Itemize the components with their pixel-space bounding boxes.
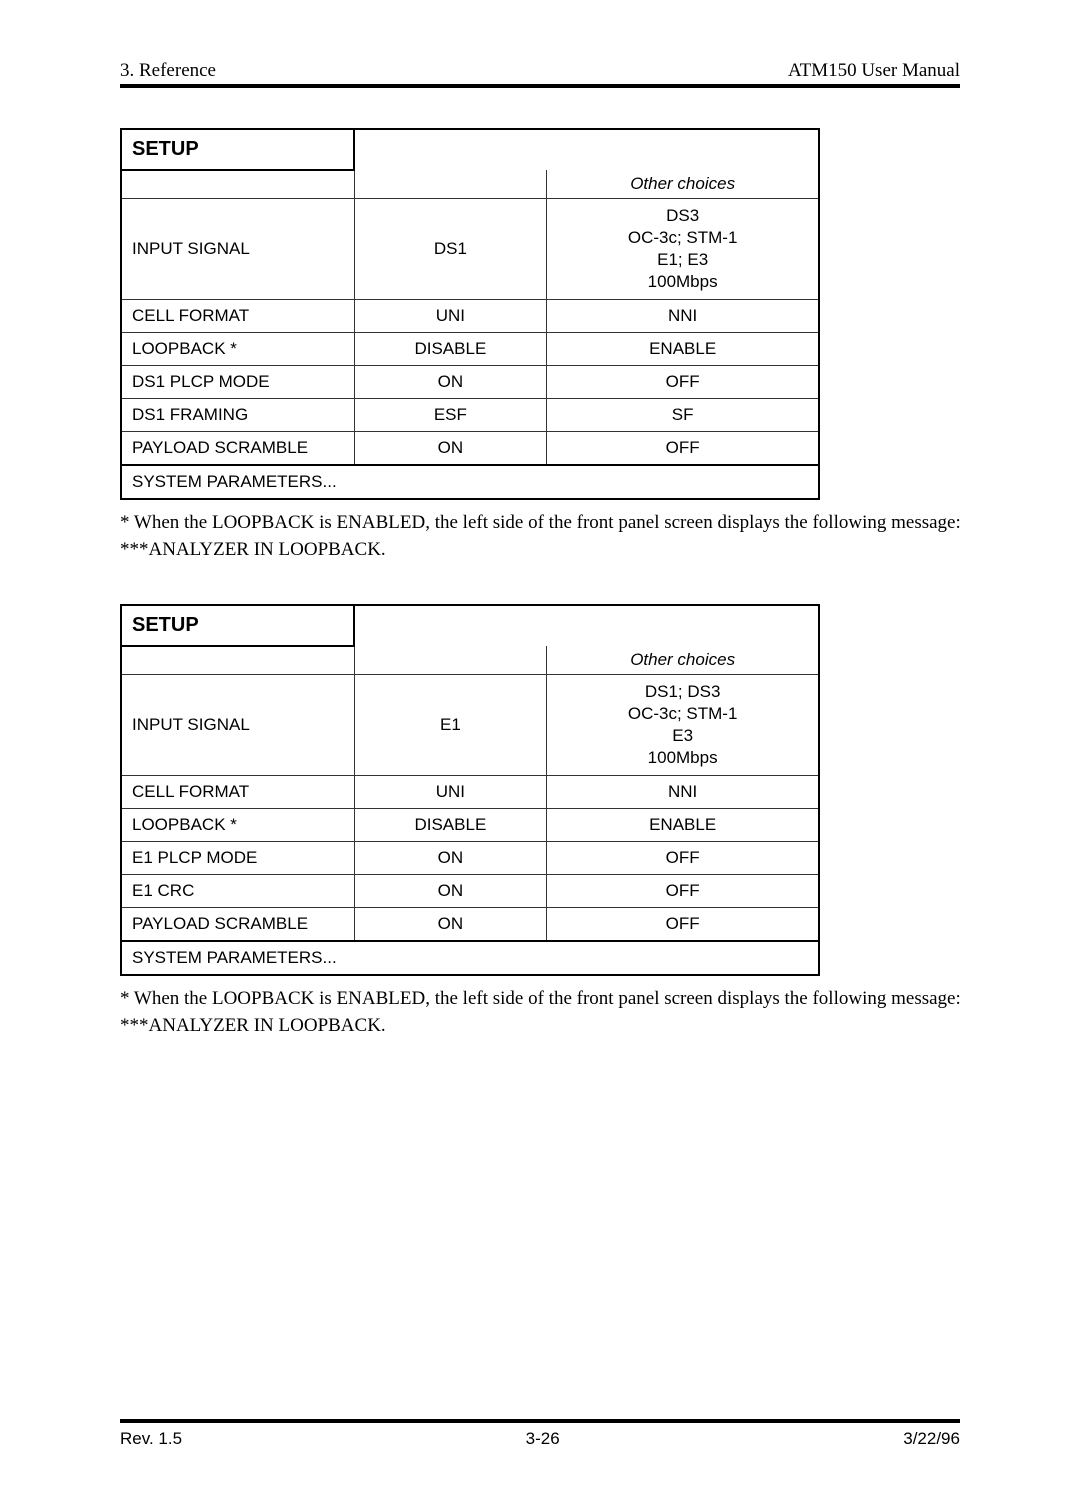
setup-row-value: DISABLE: [354, 333, 547, 366]
setup-table-1: SETUP Other choices INPUT SIGNAL DS1 DS3…: [120, 128, 820, 500]
system-parameters-1: SYSTEM PARAMETERS...: [121, 465, 819, 499]
setup-row-other: DS1; DS3OC-3c; STM-1E3100Mbps: [547, 674, 819, 775]
setup-row-other: SF: [547, 399, 819, 432]
blank-cell: [354, 129, 547, 170]
setup-row-value: ESF: [354, 399, 547, 432]
page: 3. Reference ATM150 User Manual SETUP Ot…: [0, 0, 1080, 1489]
blank-cell: [121, 170, 354, 199]
setup-title-1: SETUP: [121, 129, 354, 170]
setup-row-label: INPUT SIGNAL: [121, 199, 354, 300]
footer-date: 3/22/96: [903, 1429, 960, 1449]
setup-row-label: DS1 PLCP MODE: [121, 366, 354, 399]
setup-row-value: UNI: [354, 775, 547, 808]
blank-cell: [547, 129, 819, 170]
setup-table-2: SETUP Other choices INPUT SIGNAL E1 DS1;…: [120, 604, 820, 976]
setup-row-value: DS1: [354, 199, 547, 300]
setup-row-other: OFF: [547, 841, 819, 874]
system-parameters-2: SYSTEM PARAMETERS...: [121, 941, 819, 975]
blank-cell: [354, 605, 547, 646]
setup-row-other: ENABLE: [547, 808, 819, 841]
setup-row-other: ENABLE: [547, 333, 819, 366]
setup-row-other: NNI: [547, 300, 819, 333]
blank-cell: [547, 605, 819, 646]
setup-row-value: ON: [354, 874, 547, 907]
setup-row-label: E1 PLCP MODE: [121, 841, 354, 874]
footer-rev: Rev. 1.5: [120, 1429, 182, 1449]
blank-cell: [354, 646, 547, 675]
setup-row-label: CELL FORMAT: [121, 300, 354, 333]
header-section-left: 3. Reference: [120, 60, 216, 82]
setup-row-value: ON: [354, 366, 547, 399]
header-manual-right: ATM150 User Manual: [788, 60, 960, 82]
setup-row-other: OFF: [547, 432, 819, 466]
setup-row-value: E1: [354, 674, 547, 775]
page-footer: Rev. 1.5 3-26 3/22/96: [120, 1423, 960, 1449]
footer-page-number: 3-26: [526, 1429, 560, 1449]
setup-row-other: OFF: [547, 874, 819, 907]
setup-row-other: DS3OC-3c; STM-1E1; E3100Mbps: [547, 199, 819, 300]
setup-row-label: LOOPBACK *: [121, 808, 354, 841]
other-choices-label-2: Other choices: [547, 646, 819, 675]
setup-row-label: LOOPBACK *: [121, 333, 354, 366]
setup-row-value: DISABLE: [354, 808, 547, 841]
other-choices-label-1: Other choices: [547, 170, 819, 199]
setup-row-label: E1 CRC: [121, 874, 354, 907]
setup-row-value: ON: [354, 907, 547, 941]
note-1: * When the LOOPBACK is ENABLED, the left…: [120, 510, 970, 563]
setup-row-label: INPUT SIGNAL: [121, 674, 354, 775]
setup-row-other: OFF: [547, 366, 819, 399]
setup-row-value: ON: [354, 841, 547, 874]
setup-row-label: PAYLOAD SCRAMBLE: [121, 432, 354, 466]
setup-row-label: DS1 FRAMING: [121, 399, 354, 432]
blank-cell: [121, 646, 354, 675]
setup-row-value: UNI: [354, 300, 547, 333]
note-2: * When the LOOPBACK is ENABLED, the left…: [120, 986, 970, 1039]
setup-title-2: SETUP: [121, 605, 354, 646]
blank-cell: [354, 170, 547, 199]
setup-row-other: NNI: [547, 775, 819, 808]
page-header: 3. Reference ATM150 User Manual: [120, 60, 960, 88]
setup-row-label: PAYLOAD SCRAMBLE: [121, 907, 354, 941]
setup-row-label: CELL FORMAT: [121, 775, 354, 808]
setup-row-other: OFF: [547, 907, 819, 941]
setup-row-value: ON: [354, 432, 547, 466]
